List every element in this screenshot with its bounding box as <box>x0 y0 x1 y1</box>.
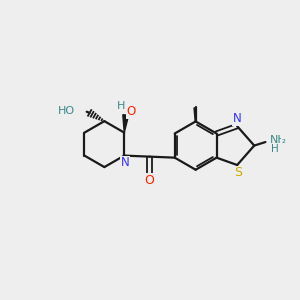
Text: NH: NH <box>269 135 286 145</box>
Text: S: S <box>234 166 242 179</box>
Text: H: H <box>271 143 279 154</box>
Text: ₂: ₂ <box>281 135 285 145</box>
Text: N: N <box>121 156 130 169</box>
Polygon shape <box>123 115 129 133</box>
Text: O: O <box>145 174 154 187</box>
Text: H: H <box>117 101 125 111</box>
Text: N: N <box>233 112 242 125</box>
Text: O: O <box>126 105 136 118</box>
Text: HO: HO <box>58 106 75 116</box>
